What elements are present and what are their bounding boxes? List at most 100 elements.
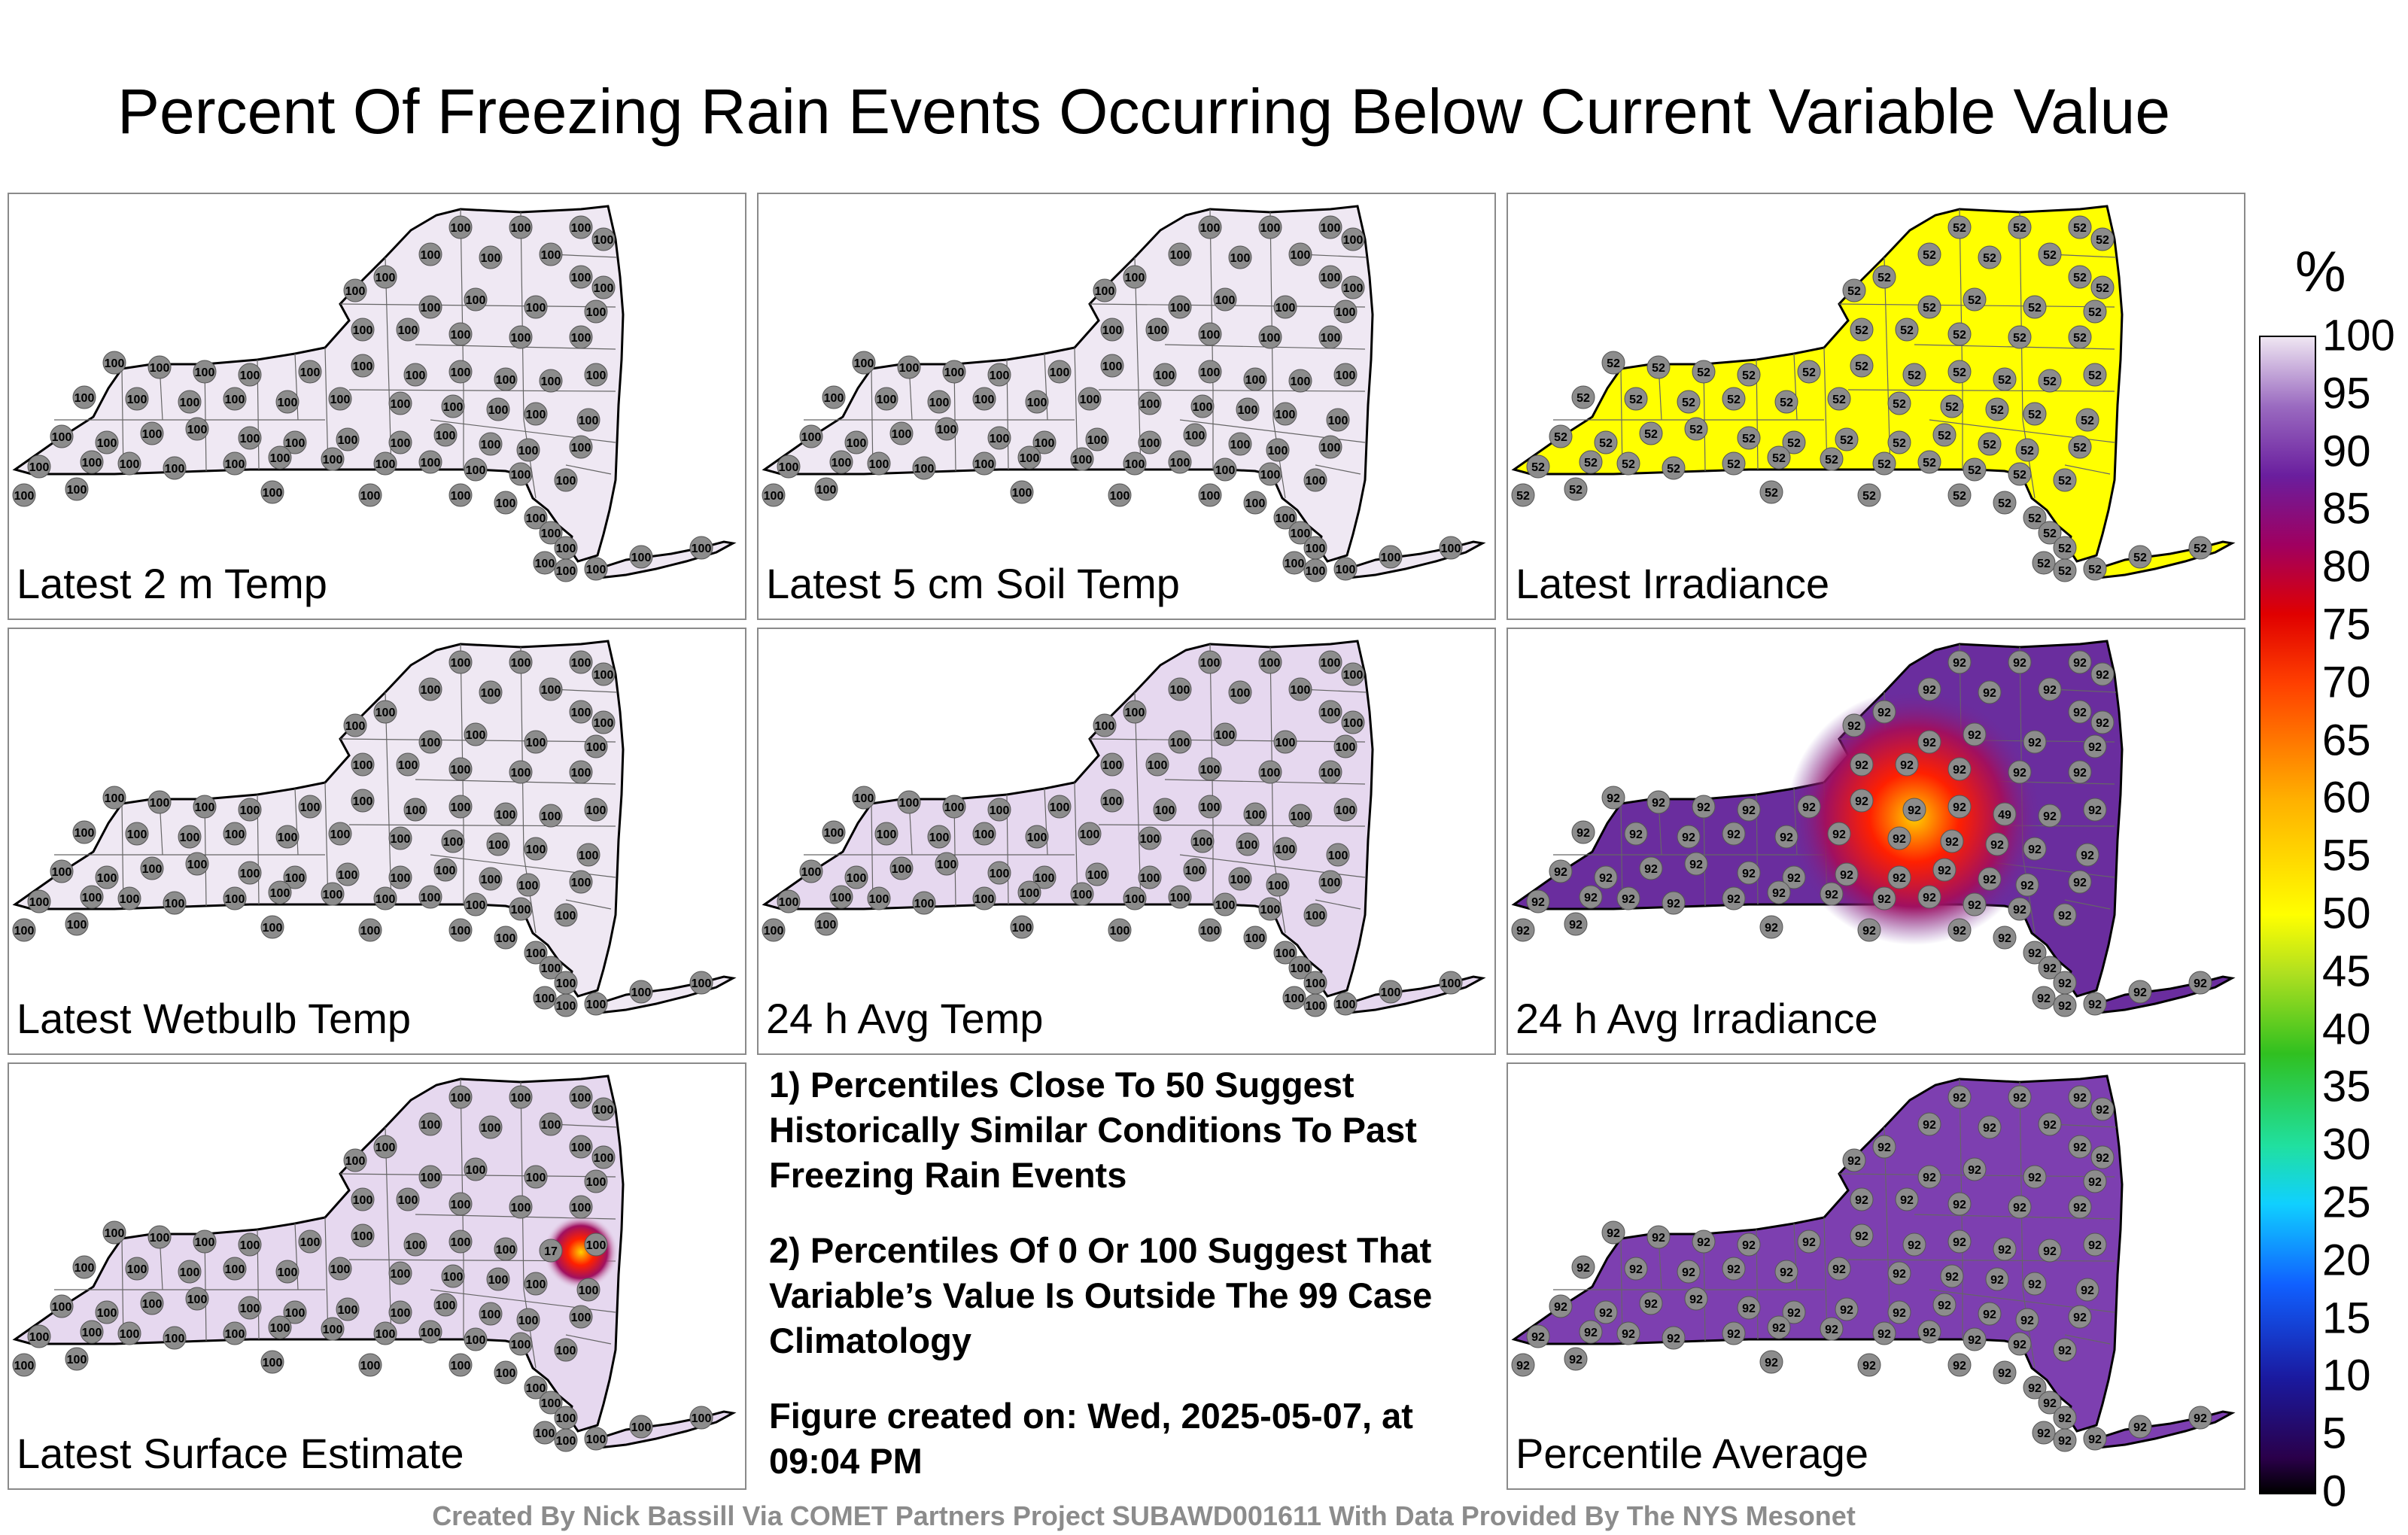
station-marker: 92 — [1872, 886, 1896, 910]
station-marker: 17 — [539, 1239, 563, 1263]
svg-text:100: 100 — [832, 457, 852, 470]
svg-text:92: 92 — [1877, 1328, 1891, 1341]
station-marker: 100 — [403, 363, 427, 387]
station-marker: 100 — [117, 451, 141, 476]
station-marker: 52 — [1887, 391, 1911, 415]
station-marker: 100 — [1341, 710, 1365, 734]
station-marker: 52 — [1737, 363, 1761, 387]
station-marker: 100 — [509, 462, 533, 486]
station-marker: 92 — [2015, 873, 2039, 897]
station-marker: 92 — [1737, 1296, 1761, 1320]
station-marker: 52 — [2128, 545, 2152, 569]
station-marker: 52 — [2038, 369, 2062, 393]
station-marker: 100 — [448, 795, 473, 819]
station-marker: 92 — [1895, 752, 1919, 777]
svg-text:92: 92 — [1968, 1164, 1981, 1177]
station-marker: 52 — [2023, 402, 2047, 426]
station-marker: 92 — [2053, 903, 2077, 927]
station-marker: 92 — [1722, 1257, 1746, 1281]
svg-text:100: 100 — [1050, 366, 1070, 379]
station-marker: 100 — [1333, 734, 1358, 758]
svg-text:100: 100 — [944, 366, 965, 379]
station-marker: 100 — [1341, 275, 1365, 299]
svg-text:100: 100 — [1200, 801, 1221, 814]
station-marker: 100 — [569, 650, 593, 674]
svg-text:49: 49 — [1998, 809, 2011, 822]
station-marker: 100 — [1341, 662, 1365, 686]
station-marker: 52 — [1722, 387, 1746, 411]
station-marker: 100 — [799, 859, 823, 883]
svg-text:100: 100 — [1336, 741, 1356, 754]
station-marker: 52 — [1692, 360, 1716, 384]
station-marker: 100 — [12, 918, 36, 942]
svg-text:100: 100 — [854, 792, 874, 805]
svg-text:100: 100 — [541, 962, 561, 975]
svg-text:100: 100 — [105, 792, 125, 805]
svg-text:100: 100 — [1275, 512, 1296, 525]
station-marker: 100 — [260, 915, 284, 939]
station-marker: 92 — [1692, 1230, 1716, 1254]
svg-text:100: 100 — [1245, 809, 1266, 822]
svg-text:92: 92 — [1938, 865, 1951, 877]
station-marker: 100 — [591, 662, 616, 686]
station-marker: 100 — [448, 1353, 473, 1377]
station-marker: 92 — [2128, 1415, 2152, 1439]
station-marker: 92 — [1850, 1223, 1874, 1248]
station-marker: 92 — [1601, 1220, 1625, 1245]
svg-text:52: 52 — [2028, 409, 2042, 421]
svg-text:100: 100 — [1275, 302, 1296, 315]
station-marker: 100 — [494, 1360, 518, 1385]
ny-state-map: 92 92 92 92 92 92 92 92 92 92 92 92 92 92 92 92 92 92 92 92… — [1511, 1074, 2236, 1452]
station-marker: 100 — [509, 897, 533, 921]
station-marker: 92 — [1782, 1300, 1806, 1324]
station-marker: 100 — [584, 1169, 608, 1193]
station-marker: 100 — [464, 287, 488, 312]
station-marker: 92 — [1947, 650, 1972, 674]
svg-text:52: 52 — [1893, 437, 1906, 450]
station-marker: 52 — [2023, 506, 2047, 530]
svg-text:92: 92 — [1825, 1324, 1838, 1336]
station-marker: 100 — [799, 424, 823, 448]
svg-text:52: 52 — [1629, 394, 1643, 406]
svg-text:92: 92 — [1983, 1122, 1996, 1135]
svg-text:92: 92 — [2028, 737, 2042, 749]
svg-text:100: 100 — [586, 564, 607, 576]
station-marker: 52 — [1782, 430, 1806, 454]
station-marker: 100 — [1108, 918, 1132, 942]
station-marker: 100 — [1190, 829, 1215, 853]
svg-text:100: 100 — [127, 1263, 147, 1276]
svg-text:52: 52 — [1983, 439, 1996, 451]
svg-text:92: 92 — [1772, 887, 1786, 900]
station-marker: 100 — [1333, 557, 1358, 581]
station-marker: 100 — [223, 451, 247, 476]
station-marker: 52 — [1985, 397, 2009, 421]
svg-text:92: 92 — [1727, 1328, 1741, 1341]
station-marker: 100 — [12, 483, 36, 507]
svg-text:100: 100 — [579, 1284, 599, 1297]
svg-text:100: 100 — [451, 222, 471, 235]
svg-text:92: 92 — [1990, 1274, 2004, 1287]
svg-text:52: 52 — [2028, 512, 2042, 525]
station-marker: 100 — [1168, 450, 1192, 474]
svg-text:92: 92 — [1862, 1360, 1876, 1372]
station-marker: 100 — [27, 889, 51, 913]
svg-text:100: 100 — [466, 294, 486, 307]
station-marker: 100 — [509, 215, 533, 239]
svg-text:92: 92 — [1644, 863, 1658, 876]
svg-text:100: 100 — [421, 892, 441, 904]
station-marker: 100 — [591, 710, 616, 734]
station-marker: 100 — [238, 363, 262, 387]
svg-text:92: 92 — [1599, 1307, 1613, 1320]
svg-text:52: 52 — [1990, 404, 2004, 417]
svg-text:100: 100 — [571, 1092, 591, 1105]
station-marker: 92 — [2008, 760, 2032, 784]
svg-text:100: 100 — [824, 392, 844, 405]
svg-text:100: 100 — [1268, 445, 1288, 457]
station-marker: 52 — [1616, 451, 1640, 476]
station-marker: 100 — [1183, 858, 1207, 882]
station-marker: 92 — [1842, 713, 1866, 737]
svg-text:52: 52 — [2013, 332, 2026, 345]
svg-text:100: 100 — [816, 919, 837, 932]
svg-text:100: 100 — [120, 1328, 140, 1341]
station-marker: 92 — [2075, 1278, 2099, 1302]
